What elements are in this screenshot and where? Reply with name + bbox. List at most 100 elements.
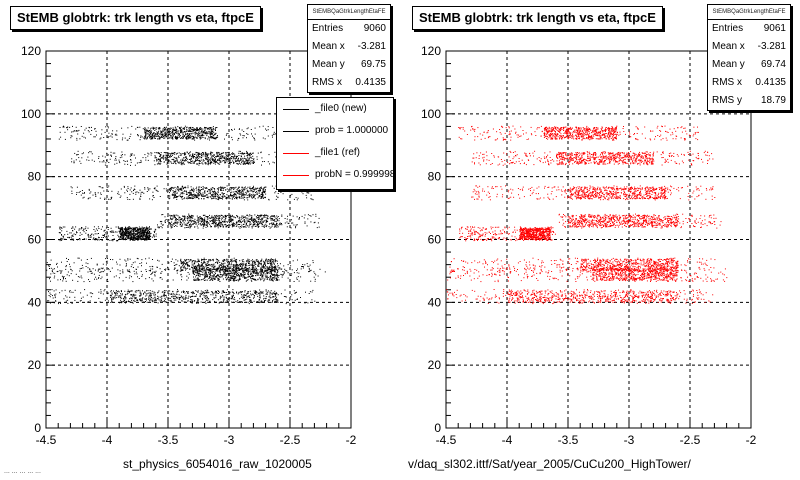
scatter-point (136, 126, 138, 128)
scatter-point (214, 196, 216, 198)
scatter-point (209, 191, 211, 193)
scatter-point (159, 137, 161, 139)
scatter-point (151, 133, 153, 135)
scatter-point (185, 127, 187, 129)
scatter-point (76, 186, 78, 188)
scatter-point (143, 137, 145, 139)
scatter-point (85, 226, 87, 228)
scatter-point (140, 227, 142, 229)
scatter-point (207, 267, 209, 268)
scatter-point (168, 162, 170, 164)
scatter-point (196, 195, 198, 197)
scatter-point (181, 225, 183, 227)
scatter-point (198, 156, 200, 158)
scatter-point (296, 224, 298, 226)
scatter-point (239, 216, 241, 218)
scatter-point (253, 219, 255, 221)
scatter-point (58, 138, 60, 140)
scatter-point (176, 198, 178, 200)
scatter-point (131, 238, 133, 240)
scatter-point (296, 277, 298, 279)
scatter-point (187, 267, 189, 269)
scatter-point (116, 162, 118, 164)
scatter-point (175, 138, 177, 139)
scatter-point (83, 132, 85, 134)
scatter-point (62, 226, 64, 228)
scatter-point (202, 259, 204, 261)
scatter-point (137, 235, 139, 237)
scatter-point (181, 185, 183, 187)
scatter-point (57, 270, 59, 272)
scatter-point (226, 133, 228, 135)
scatter-point (233, 194, 235, 196)
scatter-point (227, 271, 229, 273)
scatter-point (230, 266, 232, 268)
scatter-point (183, 193, 185, 195)
scatter-point (260, 267, 262, 269)
scatter-point (244, 161, 246, 163)
scatter-point (89, 197, 91, 199)
scatter-point (81, 135, 83, 137)
scatter-point (213, 161, 215, 163)
scatter-point (173, 161, 175, 163)
scatter-point (227, 260, 229, 262)
scatter-point (199, 134, 201, 136)
scatter-point (222, 196, 224, 198)
scatter-point (230, 217, 232, 219)
scatter-point (277, 193, 279, 194)
scatter-point (258, 190, 260, 192)
scatter-point (199, 218, 201, 219)
scatter-point (159, 155, 160, 157)
scatter-point (253, 196, 255, 197)
scatter-point (137, 227, 138, 229)
scatter-point (203, 225, 204, 227)
scatter-point (107, 281, 109, 282)
scatter-point (238, 194, 240, 196)
scatter-point (210, 128, 212, 130)
scatter-point (127, 233, 128, 235)
scatter-point (251, 267, 253, 269)
scatter-point (178, 216, 180, 218)
scatter-point (156, 159, 158, 161)
scatter-point (212, 193, 214, 195)
scatter-point (77, 133, 79, 135)
scatter-point (96, 264, 98, 266)
scatter-point (209, 128, 211, 130)
scatter-point (252, 160, 254, 162)
scatter-point (79, 268, 81, 270)
scatter-point (68, 275, 70, 277)
scatter-point (241, 186, 243, 188)
scatter-point (250, 188, 252, 190)
scatter-point (259, 222, 261, 224)
scatter-point (137, 276, 138, 278)
scatter-point (138, 231, 140, 233)
scatter-point (246, 137, 247, 139)
scatter-point (153, 231, 155, 232)
scatter-point (196, 261, 198, 263)
scatter-point (270, 264, 271, 266)
scatter-point (211, 152, 212, 154)
scatter-point (244, 263, 246, 265)
scatter-point (172, 133, 174, 135)
scatter-point (209, 220, 211, 222)
scatter-point (137, 228, 139, 230)
scatter-point (241, 263, 243, 265)
scatter-point (241, 220, 243, 222)
scatter-point (164, 132, 166, 134)
scatter-point (173, 194, 174, 196)
scatter-point (162, 129, 164, 131)
scatter-point (236, 269, 238, 271)
scatter-point (229, 187, 231, 189)
scatter-point (238, 190, 240, 192)
scatter-point (80, 162, 82, 164)
scatter-point (86, 259, 88, 260)
scatter-point (161, 132, 163, 134)
scatter-point (256, 187, 258, 189)
scatter-point (72, 238, 74, 240)
scatter-point (291, 273, 293, 275)
scatter-point (274, 266, 276, 268)
scatter-point (134, 273, 136, 275)
scatter-point (98, 156, 100, 158)
scatter-point (198, 164, 200, 166)
scatter-point (217, 191, 219, 193)
